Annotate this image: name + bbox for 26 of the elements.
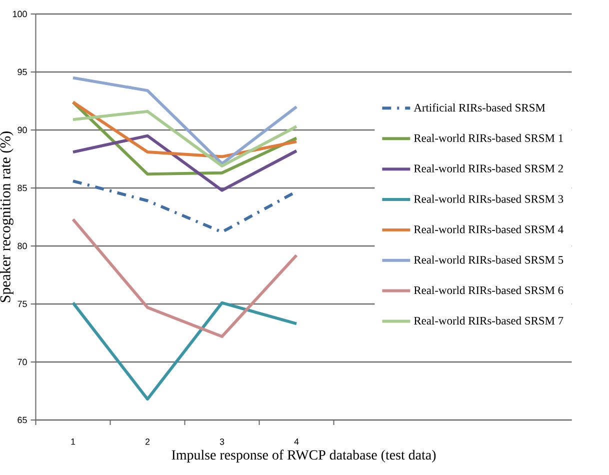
y-tick-label: 70 [18,358,27,366]
x-tick-label: 4 [294,438,299,445]
line-series [72,110,298,168]
legend-label: Real-world RIRs-based SRSM 1 [414,134,563,142]
y-axis-title: Speaker recognition rate (%) [0,132,14,302]
y-tick-label: 100 [12,10,27,18]
y-tick-label: 85 [18,184,27,192]
legend-label: Real-world RIRs-based SRSM 2 [414,164,563,172]
x-tick-label: 2 [145,438,150,445]
y-tick-label: 65 [18,416,27,424]
legend-label: Artificial RIRs-based SRSM [414,103,546,112]
legend-label: Real-world RIRs-based SRSM 7 [414,316,564,325]
legend-label: Real-world RIRs-based SRSM 5 [414,256,564,264]
x-tick-label: 3 [220,438,224,445]
y-tick-label: 95 [18,68,27,76]
y-tick-label: 90 [18,126,27,134]
line-series [72,134,298,192]
y-tick-label: 80 [18,242,27,250]
legend-label: Real-world RIRs-based SRSM 4 [414,225,564,234]
y-tick-label: 75 [18,300,27,308]
x-tick-label: 1 [71,438,76,445]
legend-label: Real-world RIRs-based SRSM 6 [414,286,564,294]
legend-label: Real-world RIRs-based SRSM 3 [414,194,564,203]
line-series [72,218,298,338]
x-axis-title: Impulse response of RWCP database (test data) [172,450,436,462]
line-series [72,76,298,166]
